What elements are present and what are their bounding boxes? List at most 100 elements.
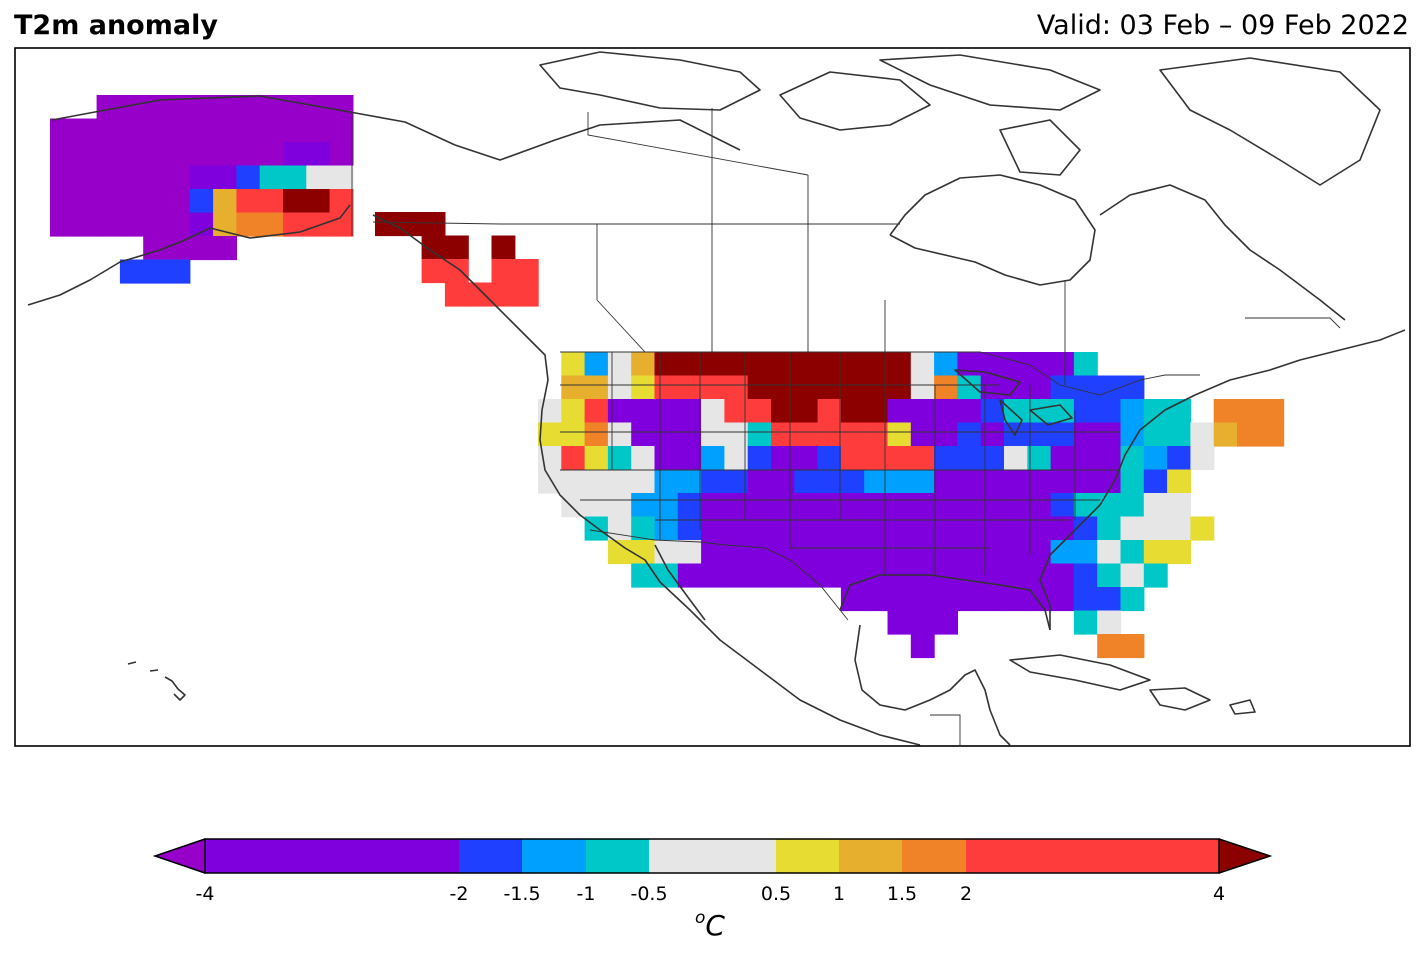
anomaly-cell: [283, 189, 307, 214]
anomaly-cell: [864, 469, 889, 494]
anomaly-cell: [864, 493, 889, 518]
anomaly-cell: [444, 259, 469, 284]
anomaly-cell: [607, 399, 632, 424]
anomaly-cell: [1073, 540, 1098, 565]
anomaly-cell: [794, 516, 819, 541]
anomaly-cell: [1004, 516, 1028, 541]
anomaly-cell: [864, 399, 889, 424]
anomaly-cell: [119, 212, 144, 237]
anomaly-cell: [654, 399, 679, 424]
anomaly-cell: [794, 446, 819, 471]
anomaly-cell: [236, 212, 261, 237]
anomaly-cell: [213, 236, 237, 261]
colorbar-tick-label: 0.5: [760, 883, 792, 905]
anomaly-cell: [1120, 493, 1145, 518]
anomaly-cell: [166, 259, 191, 284]
anomaly-cell: [607, 446, 632, 471]
anomaly-cell: [677, 446, 702, 471]
anomaly-cell: [1167, 469, 1191, 494]
anomaly-cell: [794, 493, 819, 518]
anomaly-cell: [283, 118, 307, 143]
anomaly-cell: [561, 422, 586, 447]
anomaly-cell: [50, 165, 74, 190]
anomaly-cell: [607, 375, 632, 400]
anomaly-cell: [840, 469, 865, 494]
anomaly-cell: [50, 142, 74, 167]
anomaly-cell: [1004, 352, 1028, 377]
anomaly-cell: [980, 446, 1005, 471]
anomaly-cell: [864, 516, 889, 541]
anomaly-cell: [329, 165, 354, 190]
anomaly-cell: [677, 399, 702, 424]
anomaly-cell: [584, 375, 609, 400]
anomaly-cell: [561, 352, 586, 377]
anomaly-cell: [213, 142, 237, 167]
anomaly-cell: [864, 352, 889, 377]
anomaly-cell: [957, 399, 982, 424]
anomaly-cell: [887, 610, 912, 635]
anomaly-cell: [236, 118, 261, 143]
anomaly-cell: [166, 189, 191, 214]
anomaly-cell: [1073, 493, 1098, 518]
anomaly-cell: [1073, 375, 1098, 400]
anomaly-cell: [980, 540, 1005, 565]
anomaly-cell: [724, 399, 749, 424]
anomaly-cell: [1004, 446, 1028, 471]
anomaly-cell: [840, 399, 865, 424]
anomaly-cell: [213, 189, 237, 214]
anomaly-cell: [119, 118, 144, 143]
anomaly-cell: [794, 352, 819, 377]
anomaly-cell: [50, 189, 74, 214]
anomaly-cell: [840, 422, 865, 447]
anomaly-cell: [654, 375, 679, 400]
anomaly-cell: [73, 189, 98, 214]
anomaly-cell: [934, 352, 958, 377]
anomaly-cell: [73, 142, 98, 167]
colorbar-bin: [776, 839, 839, 873]
anomaly-cell: [701, 516, 725, 541]
anomaly-cell: [887, 422, 912, 447]
anomaly-cell: [329, 189, 354, 214]
anomaly-cell: [631, 399, 656, 424]
anomaly-cell: [584, 446, 609, 471]
anomaly-cell: [1120, 399, 1145, 424]
anomaly-cell: [840, 352, 865, 377]
anomaly-cell: [584, 493, 609, 518]
anomaly-cell: [561, 493, 586, 518]
anomaly-cell: [887, 399, 912, 424]
anomaly-cell: [1097, 516, 1122, 541]
anomaly-cell: [957, 516, 982, 541]
anomaly-cell: [1120, 469, 1145, 494]
anomaly-cell: [143, 118, 168, 143]
anomaly-cell: [1097, 587, 1122, 612]
anomaly-cell: [166, 118, 191, 143]
anomaly-cell: [771, 422, 795, 447]
anomaly-cell: [654, 352, 679, 377]
anomaly-cell: [724, 422, 749, 447]
anomaly-cell: [980, 399, 1005, 424]
anomaly-cell: [306, 142, 331, 167]
anomaly-cell: [934, 446, 958, 471]
anomaly-cell: [96, 189, 121, 214]
anomaly-cell: [96, 165, 121, 190]
anomaly-cell: [771, 399, 795, 424]
anomaly-cell: [887, 493, 912, 518]
anomaly-cell: [980, 587, 1005, 612]
valid-period: Valid: 03 Feb – 09 Feb 2022: [1036, 10, 1409, 41]
anomaly-cell: [957, 563, 982, 588]
anomaly-cell: [747, 540, 772, 565]
anomaly-cell: [677, 563, 702, 588]
anomaly-cell: [840, 540, 865, 565]
anomaly-cell: [1167, 422, 1191, 447]
anomaly-cell: [701, 540, 725, 565]
anomaly-cell: [817, 469, 842, 494]
anomaly-cell: [817, 352, 842, 377]
anomaly-cell: [1097, 399, 1122, 424]
anomaly-cell: [236, 95, 261, 120]
anomaly-cell: [607, 516, 632, 541]
anomaly-cell: [444, 282, 469, 307]
anomaly-cell: [724, 446, 749, 471]
anomaly-cell: [1097, 634, 1122, 659]
anomaly-cell: [1143, 422, 1168, 447]
